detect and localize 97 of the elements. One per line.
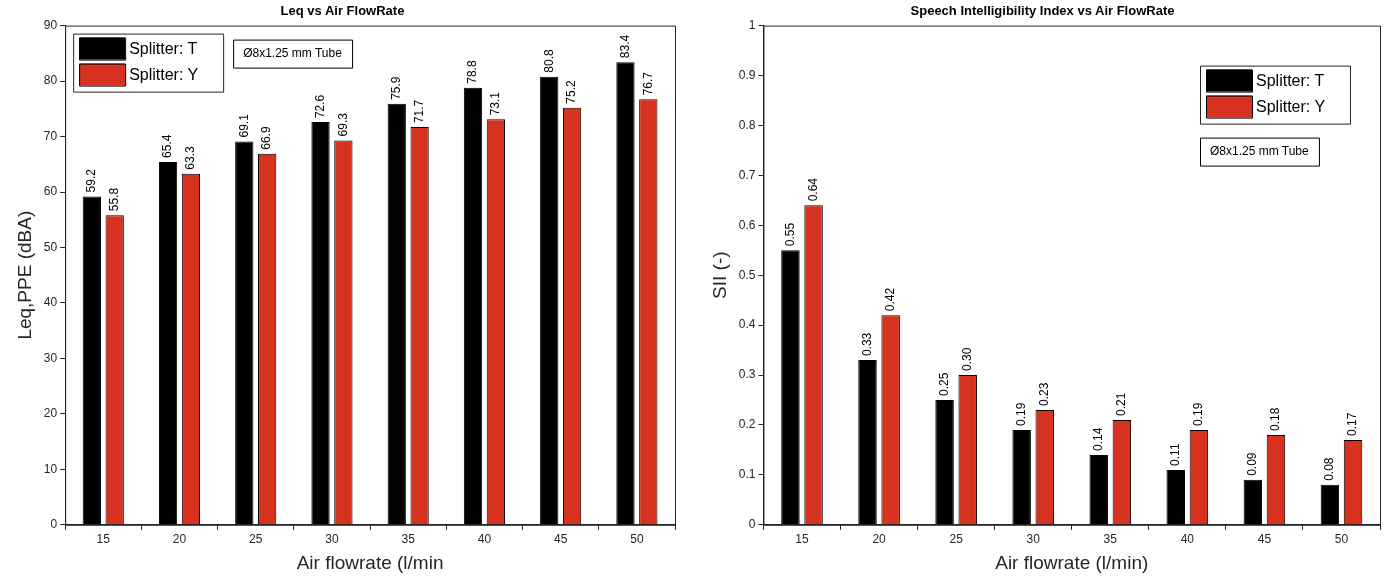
data-label: 69.3 — [335, 112, 350, 137]
data-label: 0.18 — [1268, 407, 1283, 431]
bar — [82, 196, 101, 525]
legend-label: Splitter: T — [1256, 72, 1325, 90]
y-axis-title: SII (-) — [708, 251, 730, 299]
x-tick-label: 25 — [949, 532, 964, 547]
y-tick-label: 0 — [50, 517, 58, 532]
y-axis-title: Leq,PPE (dBA) — [13, 210, 35, 340]
y-tick-label: 10 — [43, 461, 58, 476]
legend-label: Splitter: T — [129, 40, 198, 58]
x-tick-label: 45 — [1257, 532, 1272, 547]
y-tick-label: 1 — [748, 17, 756, 32]
bar — [540, 76, 559, 525]
bar — [158, 162, 178, 525]
x-tick-label: 20 — [172, 532, 187, 547]
x-tick-label: 40 — [477, 532, 492, 547]
data-label: 0.14 — [1091, 427, 1106, 451]
legend-label: Splitter: Y — [1256, 98, 1326, 116]
data-label: 0.17 — [1345, 412, 1360, 436]
x-tick-label: 50 — [630, 532, 644, 547]
x-tick-label: 45 — [553, 532, 568, 547]
y-tick-label: 0.6 — [738, 217, 756, 232]
data-label: 59.2 — [84, 168, 99, 193]
data-label: 0.19 — [1013, 402, 1028, 426]
bar — [616, 62, 635, 525]
data-label: 0.19 — [1191, 402, 1206, 426]
y-tick-label: 40 — [43, 295, 58, 310]
data-label: 80.8 — [541, 48, 556, 73]
x-tick-label: 20 — [872, 532, 887, 547]
x-tick-label: 35 — [1103, 532, 1118, 547]
y-tick-label: 70 — [43, 128, 58, 143]
data-label: 0.55 — [782, 222, 797, 247]
bar — [387, 103, 406, 525]
data-label: 75.2 — [564, 80, 579, 104]
data-label: 0.11 — [1168, 443, 1183, 466]
data-label: 69.1 — [236, 113, 251, 138]
x-tick-label: 50 — [1334, 532, 1349, 547]
chart-title: Leq vs Air FlowRate — [280, 3, 405, 19]
data-label: 0.64 — [805, 177, 820, 202]
y-tick-label: 30 — [43, 350, 58, 365]
x-tick-label: 15 — [96, 532, 111, 547]
data-label: 63.3 — [183, 146, 198, 170]
y-tick-label: 0.5 — [738, 267, 756, 282]
x-tick-label: 15 — [795, 532, 810, 547]
data-label: 78.8 — [465, 60, 480, 84]
data-label: 0.42 — [882, 287, 897, 312]
data-label: 73.1 — [488, 91, 503, 116]
x-tick-label: 40 — [1180, 532, 1195, 547]
y-tick-label: 20 — [43, 406, 58, 421]
x-axis-title: Air flowrate (l/min — [296, 551, 444, 573]
data-label: 65.4 — [160, 134, 175, 159]
bar — [1243, 479, 1263, 525]
y-tick-label: 60 — [43, 184, 58, 199]
data-label: 55.8 — [107, 187, 122, 212]
y-tick-label: 0.8 — [738, 117, 756, 132]
y-tick-label: 0.4 — [738, 317, 756, 332]
bar — [1089, 454, 1108, 525]
annotation: Ø8x1.25 mm Tube — [243, 45, 343, 60]
x-tick-label: 35 — [401, 532, 416, 547]
bar — [1166, 469, 1186, 525]
y-tick-label: 0.2 — [738, 417, 756, 432]
y-tick-label: 0.3 — [738, 367, 756, 382]
y-tick-label: 90 — [43, 17, 58, 32]
x-tick-label: 30 — [325, 532, 339, 547]
data-label: 0.21 — [1114, 392, 1129, 416]
y-tick-label: 0.9 — [738, 67, 756, 82]
data-label: 0.09 — [1245, 452, 1260, 476]
y-tick-label: 0.1 — [738, 467, 756, 482]
y-tick-label: 50 — [43, 239, 58, 254]
data-label: 75.9 — [389, 76, 404, 100]
x-tick-label: 25 — [249, 532, 263, 547]
annotation: Ø8x1.25 mm Tube — [1210, 143, 1310, 158]
x-axis-title: Air flowrate (l/min) — [995, 551, 1149, 573]
y-tick-label: 80 — [43, 73, 58, 88]
data-label: 83.4 — [617, 34, 632, 59]
data-label: 76.7 — [640, 71, 655, 96]
bar — [781, 250, 800, 525]
data-label: 71.7 — [411, 99, 426, 124]
bar — [235, 141, 254, 525]
legend-label: Splitter: Y — [129, 66, 199, 84]
data-label: 0.25 — [936, 372, 951, 396]
chart-title: Speech Intelligibility Index vs Air FlowRate — [910, 3, 1175, 19]
bar — [935, 400, 954, 525]
bar — [1320, 484, 1340, 525]
data-label: 0.23 — [1037, 382, 1052, 406]
bar — [858, 360, 877, 525]
data-label: 0.33 — [859, 332, 874, 357]
data-label: 0.08 — [1322, 457, 1337, 481]
data-label: 0.30 — [960, 347, 975, 372]
bar — [1012, 429, 1031, 525]
data-label: 66.9 — [259, 126, 274, 150]
data-label: 72.6 — [312, 94, 327, 119]
y-tick-label: 0 — [748, 517, 756, 532]
bar — [463, 87, 483, 525]
x-tick-label: 30 — [1026, 532, 1041, 547]
bar — [311, 122, 330, 525]
y-tick-label: 0.7 — [738, 167, 756, 182]
